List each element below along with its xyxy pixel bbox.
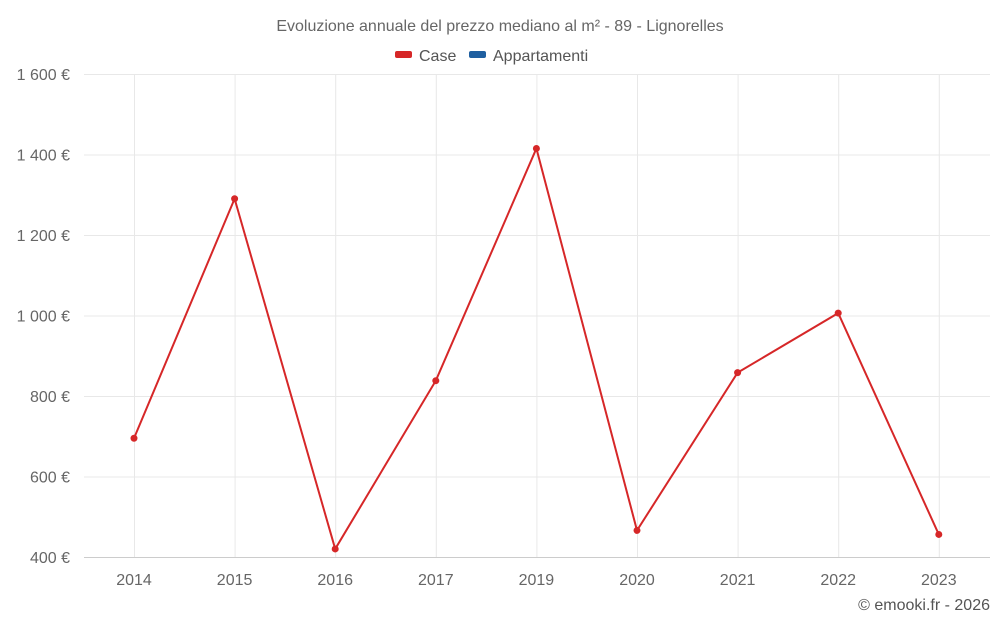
data-point-case-2023[interactable] [935,530,943,538]
y-tick-label: 1 000 € [17,309,70,326]
y-tick-label: 1 400 € [17,148,70,165]
credit-text: © emooki.fr - 2026 [858,597,990,614]
legend-label-appartamenti: Appartamenti [493,48,588,65]
data-point-case-2022[interactable] [834,309,842,317]
y-axis-labels: 400 € 600 € 800 € 1 000 € 1 200 € 1 400 € 1 60… [17,67,70,567]
x-tick-label: 2022 [820,572,856,589]
data-point-case-2021[interactable] [734,369,742,377]
legend-swatch-case [395,51,412,58]
legend-item-appartamenti[interactable]: Appartamenti [469,48,588,65]
data-point-case-2019[interactable] [532,144,540,152]
x-tick-label: 2017 [418,572,454,589]
legend-item-case[interactable]: Case [395,48,456,65]
data-point-case-2016[interactable] [331,545,339,553]
chart-title: Evoluzione annuale del prezzo mediano al… [276,18,723,35]
x-tick-label: 2020 [619,572,655,589]
series-points-case [130,144,943,553]
legend-label-case: Case [419,48,456,65]
y-tick-label: 1 600 € [17,67,70,84]
data-point-case-2015[interactable] [231,195,239,203]
x-tick-label: 2019 [519,572,555,589]
x-tick-label: 2016 [317,572,353,589]
legend: Case Appartamenti [395,48,588,65]
x-axis-labels: 2014 2015 2016 2017 2019 2020 2021 2022 2023 [116,572,956,589]
x-tick-label: 2014 [116,572,152,589]
data-point-case-2020[interactable] [633,526,641,534]
y-tick-label: 800 € [30,389,70,406]
x-tick-label: 2021 [720,572,756,589]
y-tick-label: 1 200 € [17,228,70,245]
x-tick-label: 2023 [921,572,957,589]
legend-swatch-appartamenti [469,51,486,58]
y-tick-label: 600 € [30,470,70,487]
y-tick-label: 400 € [30,550,70,567]
data-point-case-2014[interactable] [130,434,138,442]
data-point-case-2017[interactable] [432,377,440,385]
x-tick-label: 2015 [217,572,253,589]
